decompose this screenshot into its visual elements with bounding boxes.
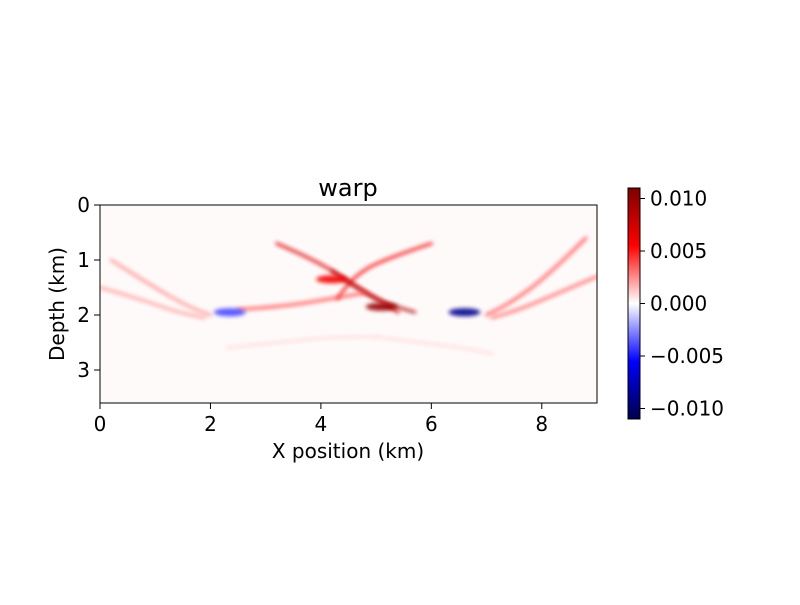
- y-axis-label: Depth (km): [45, 247, 69, 361]
- x-tick-label: 2: [204, 412, 217, 436]
- colorbar-tick-label: 0.010: [650, 187, 707, 211]
- heatmap-arc: [485, 236, 588, 317]
- plot-frame: [99, 204, 598, 404]
- colorbar: 0.010 0.005 0.000 −0.005 −0.010: [627, 187, 724, 421]
- colorbar-tick-label: 0.000: [650, 292, 707, 316]
- x-axis: 0 2 4 6 8: [94, 403, 548, 436]
- x-axis-label: X position (km): [272, 439, 424, 463]
- heatmap-features: [100, 236, 597, 355]
- y-tick-label: 1: [77, 248, 90, 272]
- heatmap-blob: [448, 308, 481, 317]
- heatmap-arc: [490, 275, 597, 320]
- colorbar-ticks: 0.010 0.005 0.000 −0.005 −0.010: [640, 187, 724, 421]
- heatmap-arc: [109, 258, 212, 317]
- heatmap-blob: [315, 275, 348, 284]
- heatmap-blob: [365, 302, 398, 311]
- heatmap-arc: [225, 335, 378, 350]
- y-axis: 0 1 2 3: [77, 193, 100, 382]
- colorbar-bar: [627, 187, 641, 420]
- heatmap-blob: [213, 308, 246, 317]
- y-tick-label: 3: [77, 358, 90, 382]
- plot-area: [99, 204, 598, 404]
- colorbar-tick-label: 0.005: [650, 239, 707, 263]
- plot-background: [100, 205, 597, 403]
- x-tick-label: 6: [425, 412, 438, 436]
- colorbar-tick-label: −0.005: [650, 344, 724, 368]
- x-tick-label: 8: [535, 412, 548, 436]
- x-tick-label: 0: [94, 412, 107, 436]
- heatmap-arc: [236, 291, 367, 311]
- x-tick-label: 4: [315, 412, 328, 436]
- heatmap-arc: [100, 286, 207, 320]
- colorbar-tick-label: −0.010: [650, 397, 724, 421]
- chart-title: warp: [318, 174, 377, 202]
- heatmap-arc: [374, 335, 494, 355]
- y-tick-label: 2: [77, 303, 90, 327]
- y-tick-label: 0: [77, 193, 90, 217]
